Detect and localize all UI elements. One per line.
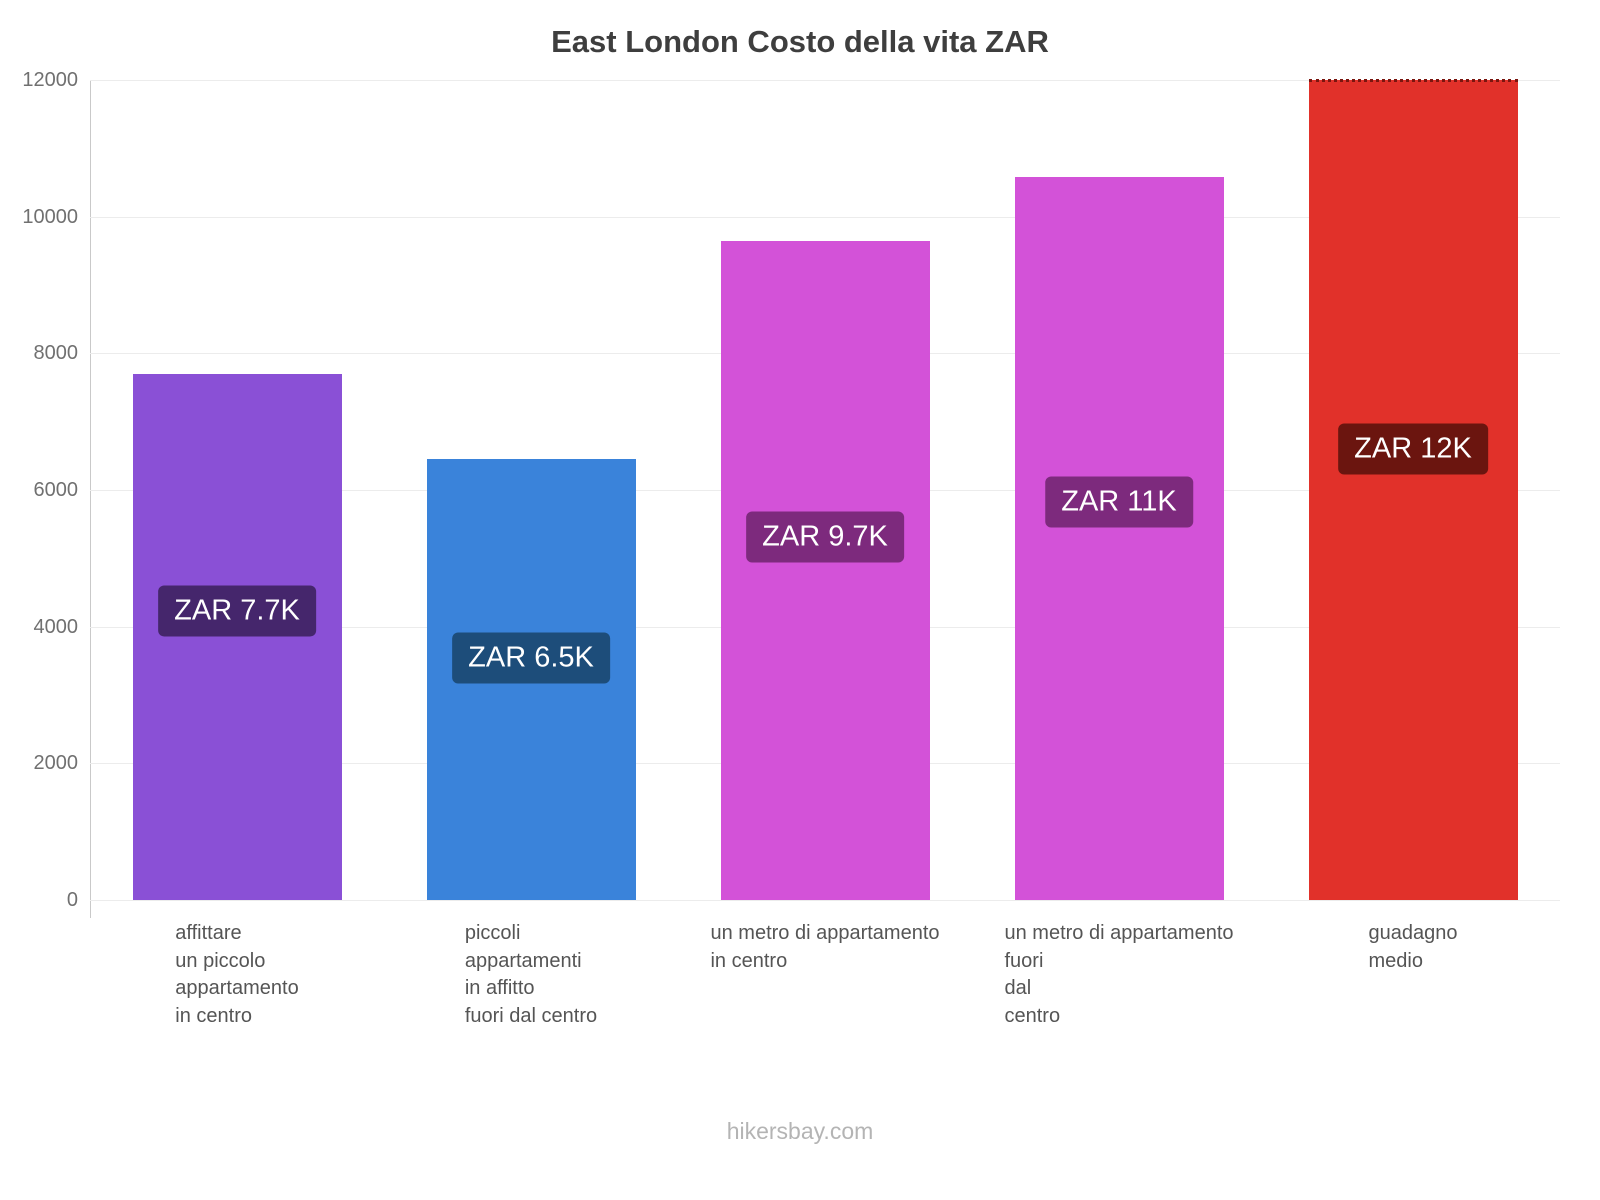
x-axis-label: affittare un piccolo appartamento in centro [90,920,384,1030]
bar-5: ZAR 12K [1308,79,1518,900]
bar-slot: ZAR 11K [972,80,1266,900]
y-tick-label: 2000 [33,752,79,775]
bar-value-label: ZAR 11K [1045,476,1193,528]
footer-watermark: hikersbay.com [726,1118,874,1144]
y-tick-label: 4000 [33,615,79,638]
bar-1: ZAR 7.7K [132,373,342,900]
bar-slot: ZAR 9.7K [678,80,972,900]
y-axis-line [90,80,91,918]
bar-value-label: ZAR 7.7K [158,585,316,637]
bar-value-label: ZAR 9.7K [746,511,904,563]
bar-3: ZAR 9.7K [720,240,930,900]
x-axis-label-text: piccoli appartamenti in affitto fuori dal c… [464,922,598,1027]
y-tick-label: 12000 [22,69,78,91]
x-axis-label: un metro di appartamento fuori dal centro [972,920,1266,1030]
gridline [90,80,1560,81]
x-axis-label-text: affittare un piccolo appartamento in centro [175,922,299,1027]
x-axis-labels: affittare un piccolo appartamento in centro… [90,920,1560,1030]
y-tick-label: 0 [66,889,78,911]
bar-value-label: ZAR 12K [1338,423,1488,475]
bar-slot: ZAR 12K [1266,79,1560,900]
y-axis: 0 2000 4000 6000 8000 10000 12000 [0,0,78,1200]
x-axis-label: guadagno medio [1266,920,1560,1030]
bar-value-label: ZAR 6.5K [452,632,610,684]
x-axis-label-text: guadagno medio [1368,922,1458,972]
bar-4: ZAR 11K [1014,177,1224,900]
y-tick-label: 6000 [33,479,79,501]
y-tick-label: 8000 [33,342,79,365]
x-axis-label: un metro di appartamento in centro [678,920,972,1030]
bar-slot: ZAR 7.7K [90,80,384,900]
plot-area: ZAR 7.7K ZAR 6.5K ZAR 9.7K ZAR 11K ZAR 12K [90,79,1560,901]
y-tick-label: 10000 [22,205,78,228]
bar-2: ZAR 6.5K [426,459,636,900]
x-axis-label-text: un metro di appartamento fuori dal centro [1004,922,1234,1027]
x-axis-label: piccoli appartamenti in affitto fuori dal c… [384,920,678,1030]
gridline [90,900,1560,901]
chart-title: East London Costo della vita ZAR [551,24,1049,59]
gridline [90,216,1560,218]
bar-slot: ZAR 6.5K [384,80,678,900]
x-axis-label-text: un metro di appartamento in centro [710,922,940,972]
